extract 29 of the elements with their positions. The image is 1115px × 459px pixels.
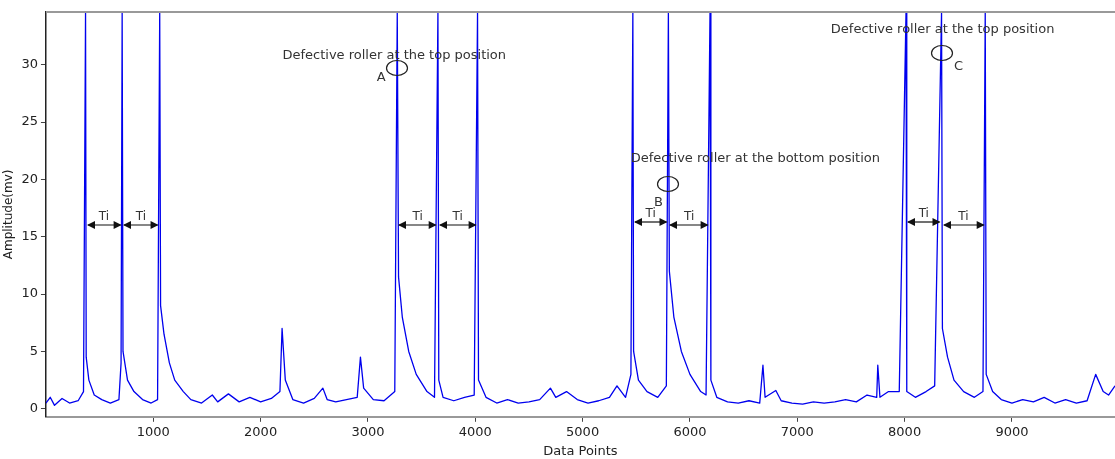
x-tick-label: 2000 [244, 423, 278, 439]
x-tick-label: 6000 [673, 423, 707, 439]
annotation: Ti [644, 205, 656, 220]
annotation: Ti [134, 208, 147, 223]
y-tick-label: 15 [21, 228, 38, 244]
annotation: Ti [957, 208, 969, 223]
annotation: C [954, 57, 964, 73]
annotation: Ti [411, 208, 423, 223]
x-tick-label: 3000 [351, 423, 385, 439]
x-tick-label: 8000 [888, 423, 922, 439]
y-axis-title: Amplitude(mv) [1, 169, 16, 260]
y-tick-label: 30 [21, 56, 38, 72]
y-tick-label: 20 [21, 170, 38, 186]
y-tick-label: 25 [21, 113, 38, 129]
x-axis-title: Data Points [543, 442, 618, 458]
annotation: Ti [451, 208, 463, 223]
y-tick-label: 0 [29, 400, 38, 416]
annotation: B [653, 194, 663, 210]
x-tick-label: 5000 [566, 423, 600, 439]
x-tick-label: 9000 [995, 423, 1029, 439]
annotation: Ti [917, 205, 929, 220]
y-tick-label: 5 [29, 342, 38, 358]
x-tick-label: 1000 [136, 423, 170, 439]
x-tick-label: 4000 [458, 423, 492, 439]
x-tick-label: 7000 [780, 423, 814, 439]
annotation: A [376, 68, 386, 84]
y-tick-label: 10 [21, 285, 38, 301]
annotation: Ti [97, 208, 109, 223]
annotation: Ti [683, 208, 695, 223]
